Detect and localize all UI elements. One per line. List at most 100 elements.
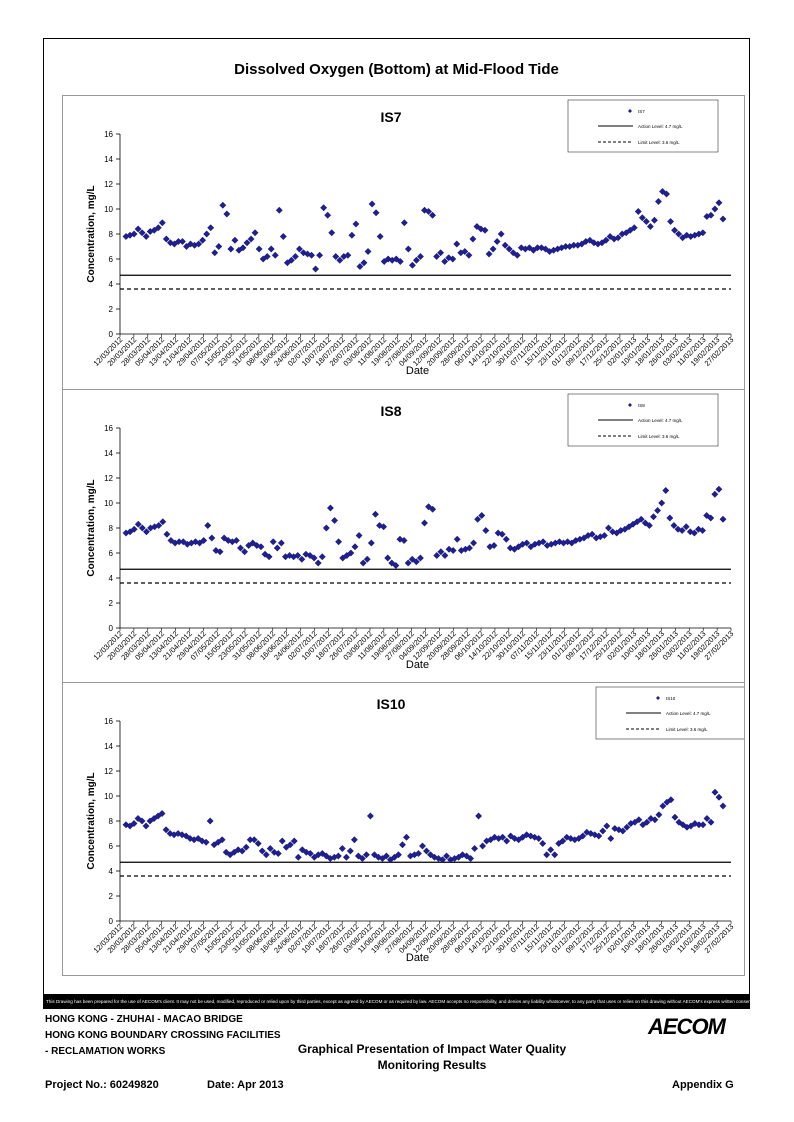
data-point [690,529,698,537]
data-point [204,522,212,529]
data-point [388,559,396,567]
data-point [465,251,473,259]
data-point [479,842,487,850]
footer-title-line-2: Monitoring Results [377,1058,487,1072]
data-point [711,205,719,213]
data-point [408,261,416,269]
data-point [600,532,608,539]
data-point [603,822,611,830]
data-point [567,835,575,842]
legend-series-label: IS7 [638,109,645,114]
data-point [694,525,702,533]
data-point [404,245,412,253]
data-point [614,234,622,242]
legend-series-label: IS8 [638,403,645,408]
data-point [465,544,473,552]
footer-title-line-1: Graphical Presentation of Impact Water Q… [297,1042,567,1056]
data-point [138,524,146,532]
data-point [306,850,314,857]
y-axis-label: Concentration, mg/L [86,185,97,282]
data-point [295,245,303,253]
data-point [162,826,170,834]
data-point [216,548,224,556]
data-point [186,835,194,842]
data-point [202,838,210,846]
data-point [643,818,651,826]
data-point [670,522,678,529]
data-point [463,852,471,860]
data-point [606,233,614,240]
data-point [249,539,257,547]
data-point [683,231,691,239]
data-point [242,843,250,851]
data-point [416,554,424,562]
data-point [219,201,227,209]
data-point [547,846,555,854]
data-point [314,559,322,567]
data-point [511,835,519,842]
data-point [539,840,547,847]
data-point [501,241,509,249]
legend-box [567,393,719,447]
data-point [482,527,490,534]
data-point [348,231,356,239]
data-point [350,836,358,844]
data-point [368,200,376,208]
data-point [364,248,372,255]
data-point [238,847,246,855]
data-point [686,528,694,536]
data-point [338,845,346,852]
data-point [449,547,457,554]
y-tick-label: 8 [109,230,114,239]
legend-marker-series [628,109,632,113]
data-point [298,555,306,563]
data-point [255,245,263,253]
data-point [470,539,478,547]
data-point [707,514,715,522]
legend-limit-label: Limit Level: 3.6 mg/L [638,140,680,145]
data-point [266,845,274,852]
data-point [208,534,216,542]
data-point [166,830,174,837]
data-point [367,539,375,547]
data-point [360,259,368,267]
data-point [595,832,603,840]
data-point [356,263,364,270]
data-point [645,522,653,529]
aecom-logo: AECOM [648,1014,726,1039]
data-point [384,554,392,562]
data-point [396,258,404,265]
data-point [607,835,615,842]
data-point [663,190,671,198]
data-point [659,188,666,195]
data-point [167,537,175,544]
data-point [651,816,659,824]
data-point [497,230,505,238]
data-point [304,250,312,258]
y-tick-label: 4 [109,867,114,876]
data-point [467,855,475,862]
data-point [234,846,242,854]
data-point [232,537,240,544]
data-point [279,233,287,240]
data-point [159,518,167,526]
data-point [250,836,258,844]
data-point [263,253,271,260]
data-point [358,855,366,862]
data-point [262,851,270,859]
data-point [182,832,190,840]
data-point [227,245,235,253]
data-point [715,793,723,801]
data-point [372,209,380,217]
data-point [166,239,174,247]
data-point [443,852,451,860]
data-point [449,255,457,263]
data-point [453,240,461,248]
data-point [273,544,281,552]
data-point [662,487,670,494]
data-point [667,218,675,225]
data-point [326,504,334,512]
data-point [346,847,354,855]
data-point [634,208,642,215]
data-point [623,823,631,831]
